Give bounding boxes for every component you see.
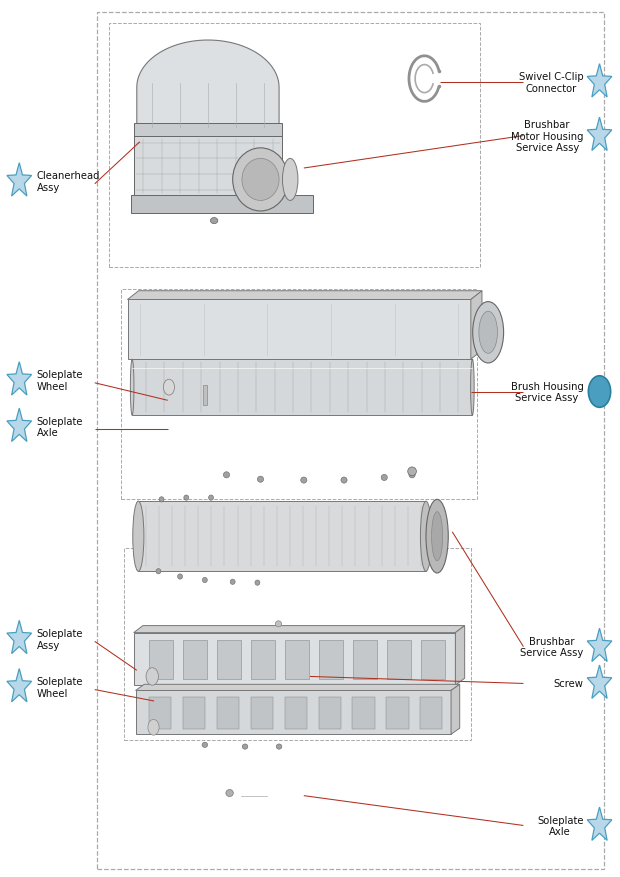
Bar	[149, 641, 172, 680]
Bar	[134, 137, 282, 197]
Polygon shape	[128, 300, 471, 360]
Text: Soleplate
Wheel: Soleplate Wheel	[37, 676, 83, 698]
Bar	[352, 698, 374, 729]
Ellipse shape	[156, 569, 161, 574]
Ellipse shape	[255, 581, 260, 586]
Bar	[251, 641, 275, 680]
Ellipse shape	[177, 574, 182, 580]
Bar	[250, 698, 273, 729]
Bar	[422, 641, 445, 680]
Ellipse shape	[432, 512, 443, 561]
Polygon shape	[7, 669, 32, 702]
Polygon shape	[587, 666, 612, 699]
Text: Brushbar
Motor Housing
Service Assy: Brushbar Motor Housing Service Assy	[511, 120, 583, 153]
Bar	[132, 360, 472, 416]
Bar	[353, 641, 377, 680]
Bar	[138, 502, 426, 572]
Ellipse shape	[426, 500, 448, 574]
Bar	[319, 698, 341, 729]
Bar	[131, 196, 313, 213]
Ellipse shape	[471, 360, 474, 416]
Text: Brush Housing
Service Assy: Brush Housing Service Assy	[510, 381, 583, 403]
Ellipse shape	[472, 303, 503, 364]
Polygon shape	[587, 807, 612, 840]
Polygon shape	[137, 41, 279, 128]
Polygon shape	[7, 621, 32, 654]
Ellipse shape	[159, 497, 164, 503]
Ellipse shape	[275, 621, 281, 627]
Circle shape	[146, 668, 159, 686]
Bar	[388, 641, 411, 680]
Polygon shape	[7, 409, 32, 442]
Text: Soleplate
Axle: Soleplate Axle	[37, 417, 83, 438]
Text: Soleplate
Assy: Soleplate Assy	[37, 628, 83, 650]
Bar	[183, 698, 205, 729]
Bar	[149, 698, 172, 729]
Text: Screw: Screw	[554, 679, 583, 688]
Ellipse shape	[232, 149, 288, 211]
Ellipse shape	[210, 218, 218, 225]
Polygon shape	[587, 629, 612, 662]
Ellipse shape	[242, 744, 248, 749]
Ellipse shape	[408, 467, 417, 476]
Polygon shape	[587, 65, 612, 98]
Text: Brushbar
Service Assy: Brushbar Service Assy	[520, 636, 583, 658]
Bar	[217, 641, 241, 680]
Ellipse shape	[283, 160, 298, 201]
Text: Cleanerhead
Assy: Cleanerhead Assy	[37, 171, 100, 193]
Polygon shape	[471, 291, 482, 360]
Polygon shape	[136, 685, 459, 691]
Ellipse shape	[420, 502, 432, 572]
Polygon shape	[7, 163, 32, 196]
Polygon shape	[451, 685, 459, 734]
Ellipse shape	[130, 360, 134, 416]
Bar	[217, 698, 239, 729]
Ellipse shape	[208, 496, 213, 501]
Polygon shape	[136, 691, 451, 734]
Circle shape	[164, 380, 174, 396]
Bar	[319, 641, 343, 680]
Text: Swivel C-Clip
Connector: Swivel C-Clip Connector	[519, 72, 583, 94]
Polygon shape	[7, 362, 32, 396]
Ellipse shape	[226, 789, 233, 796]
Ellipse shape	[202, 578, 207, 583]
Polygon shape	[134, 626, 464, 633]
Ellipse shape	[202, 742, 208, 747]
Ellipse shape	[381, 474, 388, 481]
Bar	[183, 641, 206, 680]
Ellipse shape	[133, 502, 144, 572]
Bar	[134, 125, 282, 139]
Circle shape	[148, 719, 159, 735]
Bar	[285, 641, 309, 680]
Bar	[420, 698, 443, 729]
Bar	[386, 698, 409, 729]
Polygon shape	[455, 626, 464, 686]
Ellipse shape	[479, 312, 497, 354]
Polygon shape	[134, 633, 455, 686]
Ellipse shape	[184, 496, 188, 501]
Ellipse shape	[409, 472, 415, 478]
Ellipse shape	[301, 477, 307, 483]
Polygon shape	[587, 118, 612, 152]
Text: Soleplate
Axle: Soleplate Axle	[537, 815, 583, 837]
Bar	[285, 698, 307, 729]
Ellipse shape	[277, 744, 282, 749]
Text: Soleplate
Wheel: Soleplate Wheel	[37, 370, 83, 391]
Bar	[203, 386, 206, 405]
Ellipse shape	[223, 472, 229, 478]
Ellipse shape	[257, 476, 264, 482]
Ellipse shape	[230, 580, 235, 585]
Ellipse shape	[242, 160, 279, 201]
Polygon shape	[128, 291, 482, 300]
Ellipse shape	[341, 477, 347, 483]
Circle shape	[588, 376, 611, 408]
